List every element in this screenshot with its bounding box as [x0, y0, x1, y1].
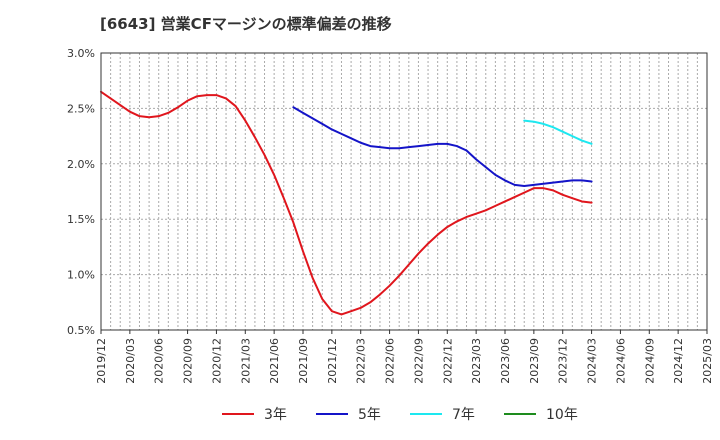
x-tick-label: 2023/06 — [499, 338, 512, 384]
x-tick-label: 2022/09 — [412, 338, 425, 384]
y-axis-ticks: 0.5% 1.0% 1.5% 2.0% 2.5% 3.0% — [67, 47, 95, 337]
y-tick-label: 3.0% — [67, 47, 95, 60]
y-tick-label: 1.5% — [67, 213, 95, 226]
x-tick-label: 2020/03 — [124, 338, 137, 384]
y-tick-label: 2.0% — [67, 158, 95, 171]
grid — [101, 53, 707, 330]
x-tick-label: 2023/09 — [528, 338, 541, 384]
x-tick-label: 2022/06 — [384, 338, 397, 384]
x-tick-label: 2023/03 — [470, 338, 483, 384]
y-tick-label: 1.0% — [67, 269, 95, 282]
plot-frame — [100, 52, 708, 331]
series-line-2 — [292, 106, 593, 187]
series-line-1 — [100, 90, 593, 316]
x-tick-label: 2020/09 — [182, 338, 195, 384]
legend: 3年 5年 7年 10年 — [222, 407, 578, 423]
x-tick-label: 2023/12 — [557, 338, 570, 384]
x-tick-label: 2022/03 — [355, 338, 368, 384]
legend-label-4: 10年 — [546, 407, 578, 423]
x-tick-label: 2020/12 — [210, 338, 223, 384]
legend-label-3: 7年 — [452, 407, 475, 423]
series-lines — [100, 90, 593, 316]
x-tick-label: 2021/12 — [326, 338, 339, 384]
x-tick-label: 2021/03 — [239, 338, 252, 384]
x-tick-label: 2024/06 — [614, 338, 627, 384]
x-tick-label: 2024/09 — [643, 338, 656, 384]
x-tick-label: 2019/12 — [95, 338, 108, 384]
legend-label-2: 5年 — [358, 407, 381, 423]
x-axis-ticks: 2019/12 2020/03 2020/06 2020/09 2020/12 2021/… — [95, 330, 714, 384]
series-line-3 — [523, 119, 593, 145]
x-tick-label: 2021/06 — [268, 338, 281, 384]
chart-title: [6643] 営業CFマージンの標準偏差の推移 — [100, 15, 392, 33]
plot-border — [100, 52, 708, 331]
x-tick-label: 2024/12 — [672, 338, 685, 384]
y-tick-label: 2.5% — [67, 102, 95, 115]
x-tick-label: 2024/03 — [586, 338, 599, 384]
x-tick-label: 2021/09 — [297, 338, 310, 384]
y-tick-label: 0.5% — [67, 324, 95, 337]
legend-label-1: 3年 — [264, 407, 287, 423]
x-tick-label: 2022/12 — [441, 338, 454, 384]
x-tick-label: 2020/06 — [153, 338, 166, 384]
x-tick-label: 2025/03 — [701, 338, 714, 384]
